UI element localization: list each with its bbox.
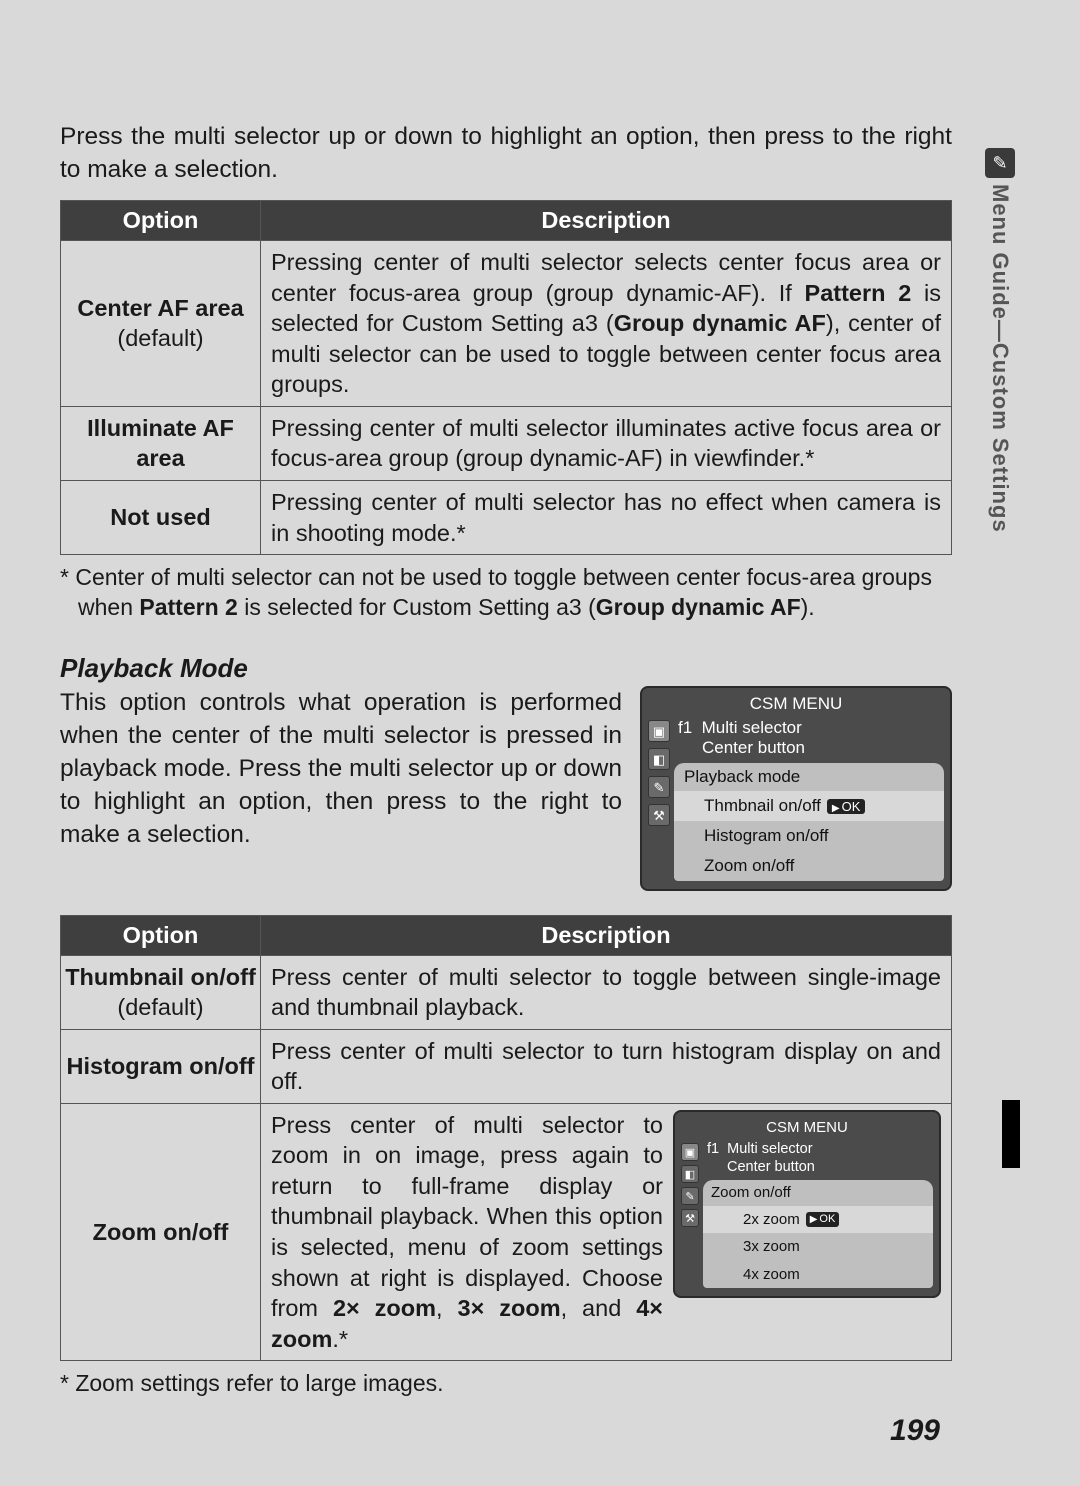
pencil-tab-icon: ✎ bbox=[985, 148, 1015, 178]
lcd-opt-label: Thmbnail on/off bbox=[704, 796, 821, 815]
ok-badge: OK bbox=[827, 799, 866, 814]
desc-part: Press center of multi selector to zoom i… bbox=[271, 1112, 663, 1321]
lcd-mode-head: Zoom on/off bbox=[703, 1180, 933, 1206]
desc-part: , bbox=[436, 1295, 457, 1321]
opt-sub: (default) bbox=[117, 325, 203, 351]
lcd-title: CSM MENU bbox=[648, 694, 944, 714]
desc-cell: Pressing center of multi selector select… bbox=[261, 241, 952, 407]
thumb-index-stub bbox=[1002, 1100, 1020, 1168]
lcd-menu-zoom: CSM MENU ▣ ◧ ✎ ⚒ f1 Multi selector bbox=[673, 1110, 941, 1298]
footnote-1: * Center of multi selector can not be us… bbox=[60, 563, 952, 623]
lcd-line2: Center button bbox=[674, 738, 944, 758]
opt-cell: Not used bbox=[61, 480, 261, 554]
opt-cell: Illuminate AF area bbox=[61, 406, 261, 480]
pencil-icon: ✎ bbox=[648, 776, 670, 798]
side-tab: ✎ Menu Guide—Custom Settings bbox=[980, 148, 1020, 533]
opt-cell: Histogram on/off bbox=[61, 1029, 261, 1103]
fn-part: ). bbox=[801, 594, 815, 620]
lcd-mode-head: Playback mode bbox=[674, 763, 944, 791]
lcd-line2: Center button bbox=[703, 1159, 933, 1176]
lcd-modebox: Playback mode Thmbnail on/off OK Histogra… bbox=[674, 763, 944, 881]
lcd-option-selected: 2x zoom OK bbox=[703, 1206, 933, 1234]
lcd-icon-column: ▣ ◧ ✎ ⚒ bbox=[681, 1141, 703, 1227]
desc-cell: Pressing center of multi selector has no… bbox=[261, 480, 952, 554]
lcd-code-line: f1 Multi selector bbox=[703, 1141, 933, 1158]
footnote-2: * Zoom settings refer to large images. bbox=[60, 1369, 952, 1399]
lcd-option-selected: Thmbnail on/off OK bbox=[674, 791, 944, 821]
desc-bold: Pattern 2 bbox=[805, 280, 912, 306]
desc-cell: Press center of multi selector to toggle… bbox=[261, 955, 952, 1029]
wrench-icon: ⚒ bbox=[681, 1209, 699, 1227]
opt-main: Illuminate AF area bbox=[87, 415, 234, 472]
play-icon: ▣ bbox=[648, 720, 670, 742]
lcd-option: Histogram on/off bbox=[674, 821, 944, 851]
desc-cell: Pressing center of multi selector illumi… bbox=[261, 406, 952, 480]
lcd-menu-playback: CSM MENU ▣ ◧ ✎ ⚒ f1 Multi selector Cente… bbox=[640, 686, 952, 891]
opt-main: Center AF area bbox=[77, 295, 243, 321]
options-table-2: Option Description Thumbnail on/off (def… bbox=[60, 915, 952, 1362]
playback-heading: Playback Mode bbox=[60, 653, 952, 684]
opt-cell: Center AF area (default) bbox=[61, 241, 261, 407]
page-number: 199 bbox=[890, 1414, 940, 1448]
opt-main: Histogram on/off bbox=[67, 1053, 255, 1079]
ok-badge: OK bbox=[806, 1212, 840, 1226]
desc-bold: Group dynamic AF bbox=[614, 310, 826, 336]
camera-icon: ◧ bbox=[648, 748, 670, 770]
lcd-option: 4x zoom bbox=[703, 1261, 933, 1289]
desc-part: .* bbox=[332, 1326, 348, 1352]
lcd-code-line: f1 Multi selector bbox=[674, 718, 944, 738]
side-tab-text: Menu Guide—Custom Settings bbox=[987, 184, 1013, 533]
lcd-title: CSM MENU bbox=[681, 1118, 933, 1138]
th-option: Option bbox=[61, 201, 261, 241]
opt-sub: (default) bbox=[117, 994, 203, 1020]
th-description: Description bbox=[261, 915, 952, 955]
opt-cell: Thumbnail on/off (default) bbox=[61, 955, 261, 1029]
th-option: Option bbox=[61, 915, 261, 955]
th-description: Description bbox=[261, 201, 952, 241]
opt-main: Not used bbox=[110, 504, 211, 530]
camera-icon: ◧ bbox=[681, 1165, 699, 1183]
desc-cell: Press center of multi selector to turn h… bbox=[261, 1029, 952, 1103]
lcd-opt-label: 2x zoom bbox=[743, 1211, 800, 1228]
fn-bold: Pattern 2 bbox=[139, 594, 237, 620]
opt-main: Thumbnail on/off bbox=[65, 964, 256, 990]
opt-cell: Zoom on/off bbox=[61, 1103, 261, 1360]
wrench-icon: ⚒ bbox=[648, 804, 670, 826]
fn-part: is selected for Custom Setting a3 ( bbox=[238, 594, 596, 620]
lcd-option: Zoom on/off bbox=[674, 851, 944, 881]
desc-cell-zoom: Press center of multi selector to zoom i… bbox=[261, 1103, 952, 1360]
lcd-option: 3x zoom bbox=[703, 1233, 933, 1261]
desc-part: , and bbox=[561, 1295, 637, 1321]
playback-text: This option controls what operation is p… bbox=[60, 686, 622, 851]
pencil-icon: ✎ bbox=[681, 1187, 699, 1205]
desc-bold: 2× zoom bbox=[333, 1295, 436, 1321]
intro-text: Press the multi selector up or down to h… bbox=[60, 120, 952, 186]
lcd-icon-column: ▣ ◧ ✎ ⚒ bbox=[648, 718, 674, 826]
lcd-modebox: Zoom on/off 2x zoom OK 3x zoom 4x zoom bbox=[703, 1180, 933, 1288]
options-table-1: Option Description Center AF area (defau… bbox=[60, 200, 952, 555]
fn-bold: Group dynamic AF bbox=[596, 594, 801, 620]
desc-bold: 3× zoom bbox=[458, 1295, 561, 1321]
play-icon: ▣ bbox=[681, 1143, 699, 1161]
opt-main: Zoom on/off bbox=[93, 1219, 229, 1245]
